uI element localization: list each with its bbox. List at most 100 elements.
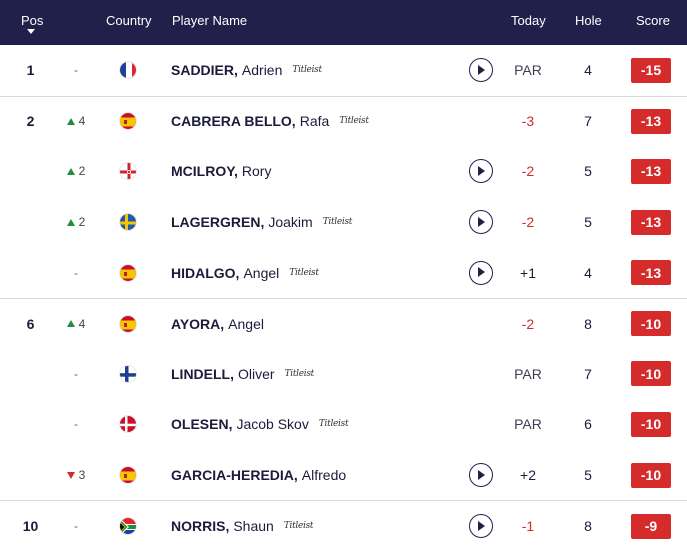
- arrow-down-icon: [66, 471, 75, 479]
- position: [18, 146, 43, 197]
- country-flag: [119, 97, 137, 147]
- table-row[interactable]: 3 GARCIA-HEREDIA, Alfredo +2 5 -10: [0, 450, 687, 501]
- player-name[interactable]: SADDIER, Adrien Titleist: [171, 45, 322, 96]
- titleist-logo-icon: Titleist: [322, 217, 353, 228]
- country-flag-icon: [119, 263, 137, 282]
- play-circle-icon[interactable]: [469, 463, 493, 488]
- table-row[interactable]: 2 4 CABRERA BELLO, Rafa Titleist -3 7 -13: [0, 95, 687, 147]
- watch-shot-button[interactable]: [469, 450, 493, 501]
- today-score: +2: [520, 467, 536, 484]
- header-score[interactable]: Score: [636, 13, 670, 28]
- sort-desc-icon[interactable]: [27, 29, 35, 34]
- play-circle-icon[interactable]: [469, 210, 493, 235]
- total-score: -10: [631, 450, 671, 501]
- hole-number: 7: [584, 113, 592, 130]
- player-first-name[interactable]: Rafa: [299, 113, 330, 130]
- player-last-name[interactable]: OLESEN,: [171, 416, 233, 433]
- table-row[interactable]: 1 - SADDIER, Adrien Titleist PAR 4 -15: [0, 45, 687, 96]
- score-badge: -13: [631, 158, 671, 184]
- player-name[interactable]: HIDALGO, Angel Titleist: [171, 247, 319, 298]
- player-first-name[interactable]: Alfredo: [301, 467, 347, 484]
- position: 2: [26, 113, 35, 130]
- play-circle-icon[interactable]: [469, 58, 493, 83]
- header-country[interactable]: Country: [106, 13, 152, 28]
- player-name[interactable]: GARCIA-HEREDIA, Alfredo: [171, 450, 346, 501]
- today-score: -2: [521, 163, 535, 180]
- table-row[interactable]: 2 LAGERGREN, Joakim Titleist -2 5 -13: [0, 197, 687, 248]
- header-player-name[interactable]: Player Name: [172, 13, 248, 28]
- play-circle-icon[interactable]: [469, 260, 493, 285]
- player-last-name[interactable]: CABRERA BELLO,: [171, 113, 296, 130]
- score-badge: -10: [631, 411, 671, 437]
- titleist-logo-icon: Titleist: [289, 267, 319, 278]
- movement-value: 3: [78, 468, 86, 483]
- player-name[interactable]: MCILROY, Rory: [171, 146, 271, 197]
- score-badge: -13: [631, 260, 671, 286]
- country-flag-icon: [119, 364, 137, 383]
- arrow-up-icon: [66, 218, 75, 226]
- header-pos[interactable]: Pos: [21, 13, 44, 28]
- position-movement: -: [58, 399, 94, 450]
- position-movement: 4: [58, 299, 94, 349]
- hole-number: 7: [584, 365, 592, 382]
- player-name[interactable]: LAGERGREN, Joakim Titleist: [171, 197, 352, 248]
- player-name[interactable]: OLESEN, Jacob Skov Titleist: [171, 399, 349, 450]
- player-last-name[interactable]: SADDIER,: [171, 62, 238, 79]
- watch-shot-button[interactable]: [469, 501, 493, 551]
- movement-value: -: [74, 417, 78, 432]
- country-flag-icon: [119, 61, 137, 80]
- player-name[interactable]: NORRIS, Shaun Titleist: [171, 501, 314, 551]
- player-first-name[interactable]: Shaun: [233, 518, 274, 535]
- player-first-name[interactable]: Joakim: [268, 214, 313, 231]
- position: [18, 197, 43, 248]
- player-first-name[interactable]: Oliver: [238, 365, 275, 382]
- player-last-name[interactable]: MCILROY,: [171, 163, 238, 180]
- table-row[interactable]: 6 4 AYORA, Angel -2 8 -10: [0, 297, 687, 349]
- header-hole[interactable]: Hole: [575, 13, 602, 28]
- hole-number: 4: [584, 62, 592, 79]
- movement-value: 2: [78, 164, 86, 179]
- score-badge: -10: [631, 311, 671, 337]
- watch-shot-button[interactable]: [469, 197, 493, 248]
- table-row[interactable]: - LINDELL, Oliver Titleist PAR 7 -10: [0, 349, 687, 400]
- player-last-name[interactable]: AYORA,: [171, 315, 225, 332]
- watch-shot-button[interactable]: [469, 146, 493, 197]
- header-today[interactable]: Today: [511, 13, 546, 28]
- table-row[interactable]: - OLESEN, Jacob Skov Titleist PAR 6 -10: [0, 399, 687, 450]
- country-flag: [119, 197, 137, 248]
- today-score: +1: [520, 264, 536, 281]
- watch-shot-button[interactable]: [469, 247, 493, 298]
- hole-number: 5: [584, 467, 592, 484]
- play-circle-icon[interactable]: [469, 159, 493, 184]
- player-first-name[interactable]: Jacob Skov: [236, 416, 309, 433]
- country-flag-icon: [119, 415, 137, 434]
- position: [18, 399, 43, 450]
- table-row[interactable]: - HIDALGO, Angel Titleist +1 4 -13: [0, 247, 687, 298]
- player-last-name[interactable]: LAGERGREN,: [171, 214, 265, 231]
- country-flag: [119, 247, 137, 298]
- position-movement: -: [58, 501, 94, 551]
- player-first-name[interactable]: Angel: [228, 315, 264, 332]
- movement-value: -: [74, 366, 78, 381]
- position: 6: [26, 315, 35, 332]
- player-last-name[interactable]: NORRIS,: [171, 518, 230, 535]
- country-flag-icon: [119, 466, 137, 485]
- player-name[interactable]: CABRERA BELLO, Rafa Titleist: [171, 97, 369, 147]
- player-name[interactable]: LINDELL, Oliver Titleist: [171, 349, 314, 400]
- player-first-name[interactable]: Adrien: [241, 62, 283, 79]
- player-first-name[interactable]: Rory: [241, 163, 272, 180]
- watch-shot-button[interactable]: [469, 45, 493, 96]
- position-movement: -: [58, 247, 94, 298]
- play-circle-icon[interactable]: [469, 514, 493, 539]
- movement-value: 4: [78, 316, 86, 331]
- hole-number: 4: [584, 264, 592, 281]
- score-badge: -10: [631, 462, 671, 488]
- position: 1: [26, 62, 35, 79]
- player-last-name[interactable]: HIDALGO,: [171, 264, 240, 281]
- player-name[interactable]: AYORA, Angel: [171, 299, 264, 349]
- player-first-name[interactable]: Angel: [243, 264, 280, 281]
- player-last-name[interactable]: GARCIA-HEREDIA,: [171, 467, 298, 484]
- player-last-name[interactable]: LINDELL,: [171, 365, 234, 382]
- table-row[interactable]: 2 MCILROY, Rory -2 5 -13: [0, 146, 687, 197]
- table-row[interactable]: 10 - NORRIS, Shaun Titleist -1 8 -9: [0, 500, 687, 551]
